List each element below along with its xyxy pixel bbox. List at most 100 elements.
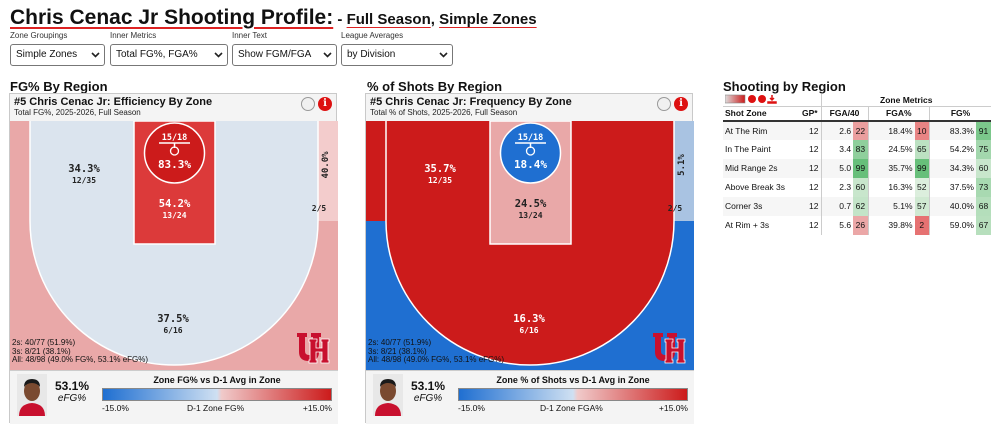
inner-metrics-value: Total FG%, FGA% (116, 49, 198, 60)
row-fgapct-pctile: 52 (914, 177, 930, 197)
toggle-circle-icon[interactable] (657, 97, 671, 111)
player-avatar (373, 374, 403, 416)
fg-stats-3s: 3s: 8/21 (38.1%) (12, 346, 71, 356)
freq-panel: #5 Chris Cenac Jr: Frequency By Zone Tot… (365, 93, 694, 424)
col-fga40[interactable]: FGA/40 (820, 106, 869, 122)
freq-section-title: % of Shots By Region (367, 79, 503, 94)
freq-legend-max: +15.0% (658, 403, 688, 413)
corner-pct: 5.1% (677, 154, 687, 176)
fg-efg-value: 53.1% (54, 379, 90, 393)
row-fga40-pctile: 83 (853, 139, 869, 159)
page-title: Chris Cenac Jr Shooting Profile: - Full … (10, 6, 537, 30)
paint-ratio: 13/24 (518, 211, 542, 220)
row-gp: 12 (809, 182, 819, 192)
row-fgpct-pctile: 73 (976, 177, 991, 197)
league-averages-control: League Averages by Division (341, 31, 453, 66)
fg-legend-max: +15.0% (302, 403, 332, 413)
row-fgapct-pctile: 10 (914, 120, 930, 140)
rim-pct: 83.3% (158, 158, 191, 171)
row-fgpct-pctile: 67 (976, 215, 991, 235)
row-fgapct: 35.7% (867, 158, 915, 178)
freq-panel-header: #5 Chris Cenac Jr: Frequency By Zone Tot… (366, 94, 692, 121)
table-row: At Rim + 3s 12 5.6 26 39.8% 2 59.0% 67 (723, 215, 991, 235)
info-icon[interactable]: i (318, 97, 332, 111)
row-fgapct-pctile: 65 (914, 139, 930, 159)
table-row: Above Break 3s 12 2.3 60 16.3% 52 37.5% 73 (723, 177, 991, 197)
info-icon[interactable]: i (674, 97, 688, 111)
chevron-down-icon (439, 52, 448, 58)
above-pct: 16.3% (513, 313, 545, 325)
inner-text-control: Inner Text Show FGM/FGA (232, 31, 337, 66)
zone-corner-right (674, 121, 694, 221)
freq-efg-label: eFG% (413, 393, 443, 404)
title-subtitle: - Full Season, Simple Zones (333, 11, 536, 28)
row-fgapct: 16.3% (867, 177, 915, 197)
zone-groupings-select[interactable]: Simple Zones (10, 44, 105, 66)
table-group-header: Zone Metrics (820, 94, 991, 107)
col-shot-zone[interactable]: Shot Zone (723, 106, 799, 122)
zone-corner-right (318, 121, 338, 221)
fg-legend-bar (102, 388, 332, 401)
row-fga40: 5.6 (820, 215, 854, 235)
league-averages-value: by Division (347, 49, 396, 60)
freq-stats: 2s: 40/77 (51.9%) 3s: 8/21 (38.1%) All: … (368, 338, 505, 365)
freq-legend-mid: D-1 Zone FGA% (540, 403, 603, 413)
table-row: At The Rim 12 2.6 22 18.4% 10 83.3% 91 (723, 120, 991, 140)
row-fgpct: 83.3% (929, 120, 976, 140)
inner-text-select[interactable]: Show FGM/FGA (232, 44, 337, 66)
inner-metrics-label: Inner Metrics (110, 31, 157, 40)
player-avatar (17, 374, 47, 416)
above-ratio: 6/16 (519, 326, 538, 335)
table-row: Corner 3s 12 0.7 62 5.1% 57 40.0% 68 (723, 196, 991, 216)
row-zone: Corner 3s (723, 196, 799, 216)
gear-icon[interactable] (748, 95, 756, 103)
league-averages-select[interactable]: by Division (341, 44, 453, 66)
fg-stats-2s: 2s: 40/77 (51.9%) (12, 338, 76, 347)
row-fgpct-pctile: 91 (976, 120, 991, 140)
toggle-circle-icon[interactable] (301, 97, 315, 111)
freq-legend-min: -15.0% (458, 403, 485, 413)
row-zone: Above Break 3s (725, 182, 786, 192)
row-fgpct: 34.3% (929, 158, 976, 178)
mid-ratio: 12/35 (428, 176, 452, 185)
paint-pct: 54.2% (159, 198, 191, 210)
zone-groupings-control: Zone Groupings Simple Zones (10, 31, 105, 66)
row-fga40: 0.7 (820, 196, 854, 216)
rim-hoop (169, 146, 180, 156)
row-fgapct-pctile: 57 (914, 196, 930, 216)
row-fga40: 3.4 (820, 139, 854, 159)
chevron-down-icon (91, 52, 100, 58)
info-icon[interactable] (758, 95, 766, 103)
col-fgapct[interactable]: FGA% (867, 106, 930, 122)
rim-ratio: 15/18 (162, 133, 188, 143)
row-zone: At Rim + 3s (725, 220, 770, 230)
row-fgpct-pctile: 75 (976, 139, 991, 159)
gradient-toggle-icon[interactable] (724, 94, 746, 104)
zone-rim (499, 122, 562, 184)
fg-legend-mid: D-1 Zone FG% (187, 403, 245, 413)
freq-panel-subtitle: Total % of Shots, 2025-2026, Full Season (370, 108, 518, 117)
freq-stats-all: All: 48/98 (49.0% FG%, 53.1% eFG%) (368, 355, 505, 364)
row-fga40-pctile: 62 (853, 196, 869, 216)
row-fgapct: 39.8% (867, 215, 915, 235)
above-pct: 37.5% (157, 313, 189, 325)
col-fgpct[interactable]: FG% (929, 106, 991, 122)
fg-court: 15/18 83.3% 54.2% 13/24 34.3% 12/35 40.0… (10, 121, 338, 370)
table-tool-icons (724, 94, 777, 104)
row-fgpct-pctile: 68 (976, 196, 991, 216)
fg-panel-header: #5 Chris Cenac Jr: Efficiency By Zone To… (10, 94, 336, 121)
fg-panel: #5 Chris Cenac Jr: Efficiency By Zone To… (9, 93, 338, 424)
mid-pct: 35.7% (424, 163, 456, 175)
row-gp: 12 (799, 158, 821, 178)
zone-groupings-label: Zone Groupings (10, 31, 68, 40)
download-icon[interactable] (767, 95, 777, 104)
col-gp[interactable]: GP* (799, 106, 821, 122)
row-fgpct-pctile: 60 (976, 158, 991, 178)
chevron-down-icon (323, 52, 332, 58)
row-fgpct: 59.0% (929, 215, 976, 235)
table-row: Mid Range 2s 12 5.0 99 35.7% 99 34.3% 60 (723, 158, 991, 178)
inner-metrics-select[interactable]: Total FG%, FGA% (110, 44, 228, 66)
rim-ratio: 15/18 (518, 133, 544, 143)
rim-pct: 18.4% (514, 158, 547, 171)
fg-legend-min: -15.0% (102, 403, 129, 413)
